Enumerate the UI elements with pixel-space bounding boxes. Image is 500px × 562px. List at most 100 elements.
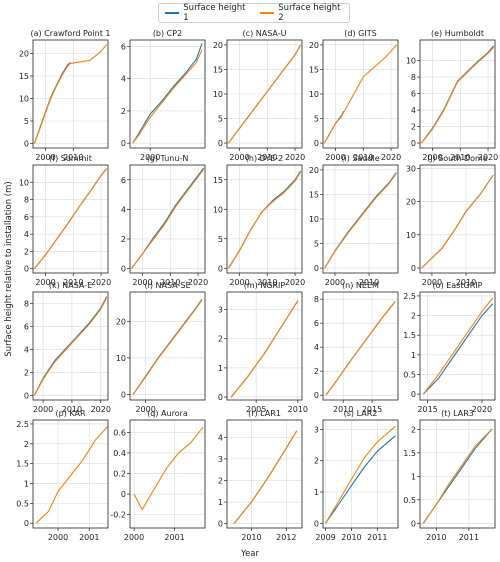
y-tick-label: 15 <box>213 176 223 185</box>
subplot-title: (d) GITS <box>344 29 376 38</box>
y-tick-label: 1.5 <box>16 460 29 469</box>
y-tick-label: 15 <box>19 72 29 81</box>
y-tick-label: 20 <box>406 198 416 207</box>
x-tick-label: 2020 <box>478 153 498 162</box>
subplot-title: (q) Aurora <box>147 409 188 418</box>
y-tick-label: 15 <box>309 190 319 199</box>
x-tick-label: 2005 <box>246 405 266 414</box>
plot-frame <box>226 164 303 274</box>
x-tick-label: 2000 <box>229 153 249 162</box>
plot-frame <box>129 39 206 149</box>
subplot-title: (a) Crawford Point 1 <box>31 29 111 38</box>
y-tick-label: 1.5 <box>403 331 416 340</box>
x-tick-label: 2020 <box>381 153 401 162</box>
y-tick-label: 8 <box>24 299 29 308</box>
y-tick-label: 1 <box>218 364 223 373</box>
y-tick-label: 0 <box>121 391 126 400</box>
y-tick-label: 10 <box>309 215 319 224</box>
series-line <box>233 430 298 525</box>
y-tick-label: 10 <box>406 231 416 240</box>
y-tick-label: 6 <box>314 319 319 328</box>
subplot: 2000 2010 0 5 10 15 20 (i) Saddle <box>309 154 399 287</box>
y-tick-label: 20 <box>309 41 319 50</box>
subplot-title: (l) NASA-SE <box>144 281 190 290</box>
y-tick-label: 0 <box>411 139 416 148</box>
y-tick-label: 15 <box>309 65 319 74</box>
y-tick-label: 1.5 <box>403 449 416 458</box>
series-line <box>133 426 204 511</box>
x-tick-label: 2015 <box>417 405 437 414</box>
y-tick-label: 0 <box>411 519 416 528</box>
y-tick-label: 0.2 <box>113 469 126 478</box>
series-line <box>33 297 108 396</box>
y-tick-label: 0 <box>121 265 126 274</box>
y-tick-label: 1 <box>411 472 416 481</box>
y-tick-label: 4 <box>411 106 416 115</box>
y-tick-label: 0 <box>411 264 416 273</box>
plot-frame <box>32 419 109 529</box>
x-tick-label: 2010 <box>288 405 308 414</box>
y-tick-label: -0.2 <box>110 511 126 520</box>
y-tick-label: 4 <box>314 343 319 352</box>
x-tick-label: 2010 <box>359 278 379 287</box>
subplot: 2000 2010 2020 0 2 4 6 8 10 (f) Summit <box>19 154 111 287</box>
subplot-title: (r) LAR1 <box>248 409 281 418</box>
y-tick-label: 20 <box>19 50 29 59</box>
y-tick-label: 6 <box>121 176 126 185</box>
y-tick-label: 5 <box>24 117 29 126</box>
y-tick-label: 0 <box>218 264 223 273</box>
y-tick-label: 0 <box>24 140 29 149</box>
y-tick-label: 6 <box>121 42 126 51</box>
y-tick-label: 2 <box>218 335 223 344</box>
series-line <box>132 49 203 144</box>
series-line <box>325 435 396 524</box>
x-tick-label: 2010 <box>62 405 82 414</box>
y-tick-label: 4 <box>24 230 29 239</box>
subplot: 2000 0 2 4 6 (b) CP2 <box>121 29 206 162</box>
subplot: 2000 2001 -0.2 0 0.2 0.4 0.6 (q) Aurora <box>110 409 206 542</box>
y-tick-label: 10 <box>309 90 319 99</box>
series-line <box>323 44 398 144</box>
subplot: 2000 2010 0 5 10 15 20 (a) Crawford Point 1 <box>19 29 111 162</box>
series-line <box>33 296 108 396</box>
y-tick-label: 0 <box>24 265 29 274</box>
y-tick-label: 0 <box>218 139 223 148</box>
x-tick-label: 2012 <box>276 533 296 542</box>
y-tick-label: 1 <box>218 498 223 507</box>
series-line <box>33 62 71 144</box>
x-tick-label: 2010 <box>257 153 277 162</box>
y-tick-label: 30 <box>406 164 416 173</box>
subplot: 2009 2010 2011 0 1 2 3 (s) LAR2 <box>314 409 399 542</box>
y-tick-label: 6 <box>411 90 416 99</box>
y-tick-label: 8 <box>411 73 416 82</box>
y-tick-label: 1 <box>411 351 416 360</box>
x-tick-label: 2001 <box>79 533 99 542</box>
subplot-title: (g) Tunu-N <box>147 154 189 163</box>
y-tick-label: 2.5 <box>403 292 416 301</box>
y-tick-label: 0 <box>411 390 416 399</box>
plot-frame <box>32 164 109 274</box>
subplot-title: (h) DYE-2 <box>246 154 284 163</box>
series-line <box>230 300 299 398</box>
plot-frame <box>32 291 109 401</box>
y-tick-label: 10 <box>406 57 416 66</box>
subplot-title: (i) Saddle <box>341 154 379 163</box>
subplot: 2000 2010 2020 0 2 4 6 8 10 (e) Humboldt <box>406 29 498 162</box>
series-line <box>422 303 494 395</box>
x-tick-label: 2011 <box>367 533 387 542</box>
y-tick-label: 4 <box>121 75 126 84</box>
x-tick-label: 2020 <box>188 278 208 287</box>
legend: Surface height 1 Surface height 2 <box>158 3 350 23</box>
y-tick-label: 1 <box>314 488 319 497</box>
y-tick-label: 10 <box>19 178 29 187</box>
y-tick-label: 0 <box>121 139 126 148</box>
x-tick-label: 2000 <box>422 278 442 287</box>
subplot: 2010 2015 0 2 4 6 8 (n) NEEM <box>314 281 399 414</box>
subplot: 2005 2010 0 1 2 3 (m) NGRIP <box>218 281 308 414</box>
x-tick-label: 2020 <box>91 278 111 287</box>
plot-frame <box>226 419 303 529</box>
y-tick-label: 2 <box>314 367 319 376</box>
legend-swatch-1 <box>165 12 180 14</box>
subplot: 2000 2010 0 10 20 30 (j) South Dome <box>406 154 496 287</box>
